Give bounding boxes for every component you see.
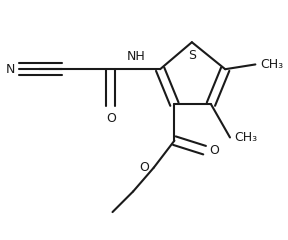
Text: CH₃: CH₃ [260, 58, 283, 71]
Text: NH: NH [127, 50, 146, 63]
Text: O: O [209, 144, 219, 157]
Text: S: S [188, 48, 196, 62]
Text: N: N [6, 63, 15, 76]
Text: O: O [106, 112, 116, 125]
Text: CH₃: CH₃ [235, 131, 258, 144]
Text: O: O [139, 161, 149, 174]
